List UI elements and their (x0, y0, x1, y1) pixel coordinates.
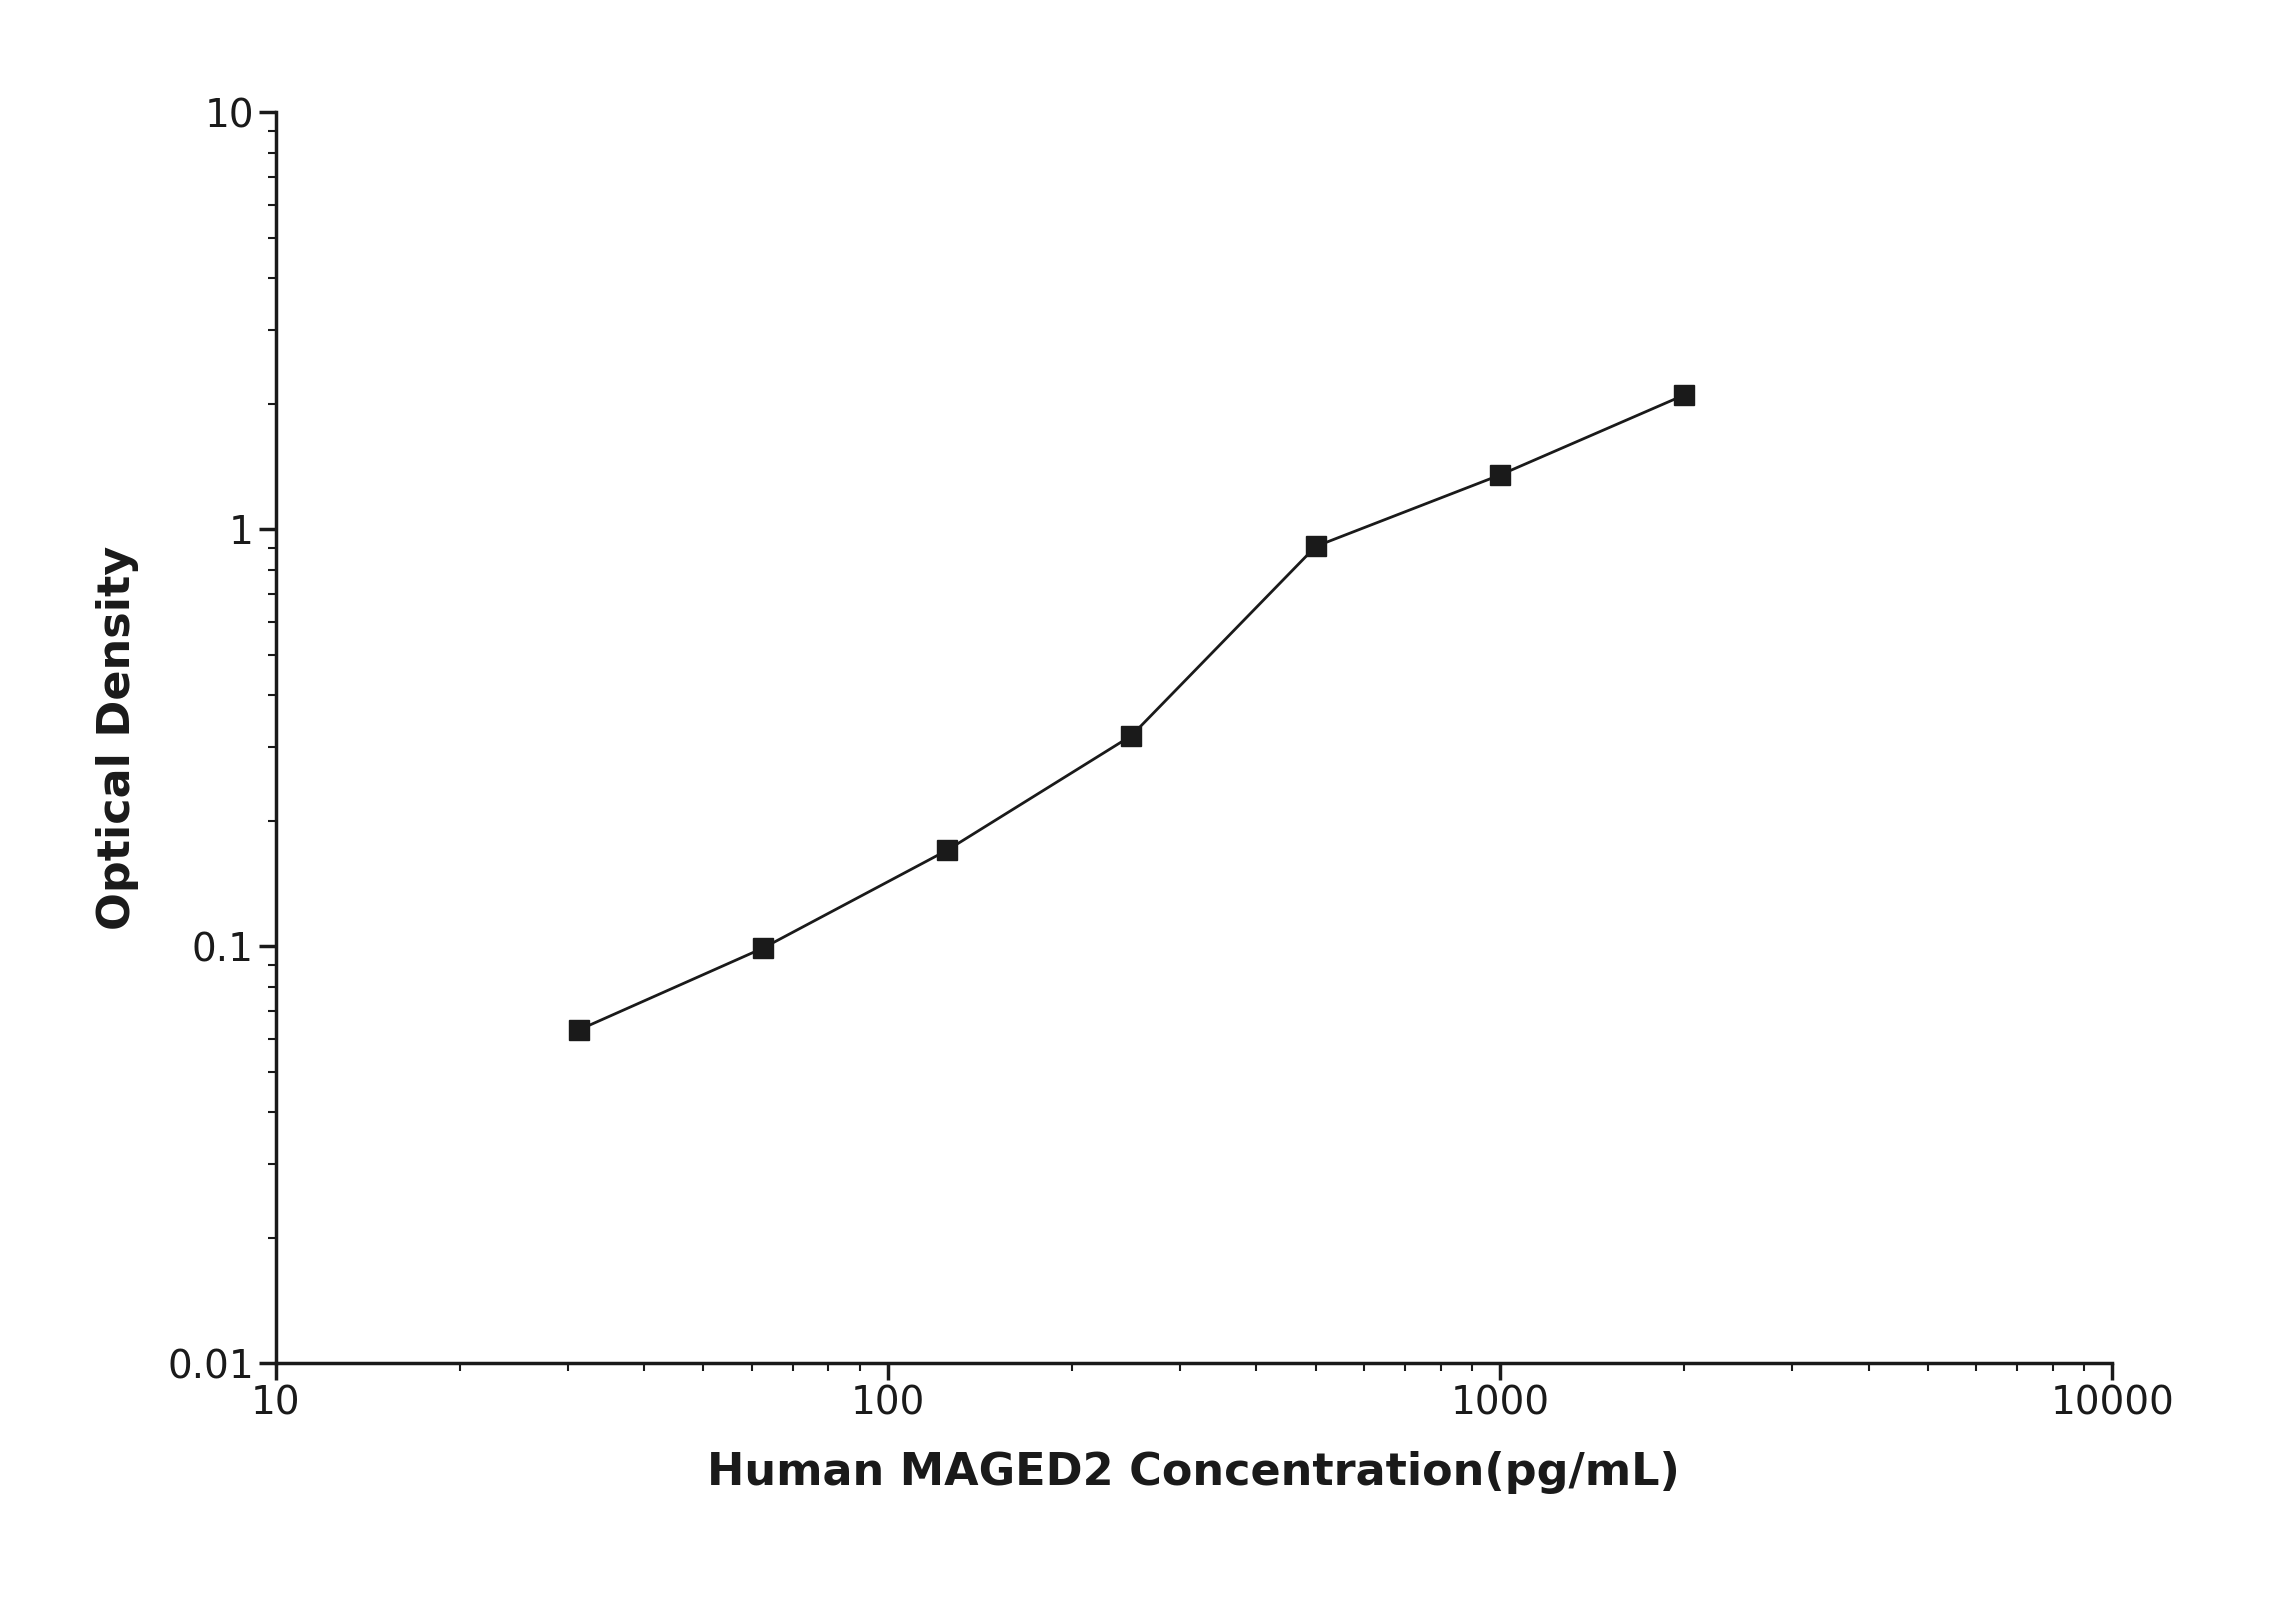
Y-axis label: Optical Density: Optical Density (96, 545, 140, 930)
X-axis label: Human MAGED2 Concentration(pg/mL): Human MAGED2 Concentration(pg/mL) (707, 1450, 1681, 1493)
